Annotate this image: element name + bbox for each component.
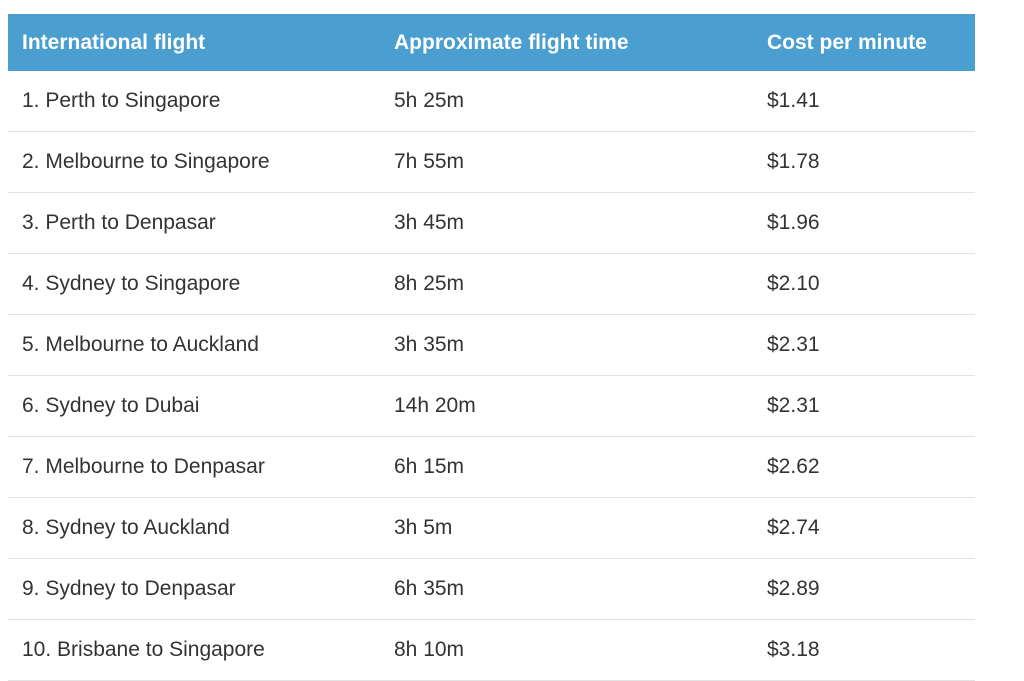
table-cell: 6. Sydney to Dubai [8,375,380,437]
header-cell: Cost per minute [753,14,975,71]
table-cell: 5. Melbourne to Auckland [8,314,380,376]
table-body: 1. Perth to Singapore 5h 25m $1.41 2. Melbo… [8,71,975,681]
header-cell: Approximate flight time [380,14,753,71]
table-cell: 3h 5m [380,497,753,559]
table-cell: 7. Melbourne to Denpasar [8,436,380,498]
table-cell: 6h 35m [380,558,753,620]
table-row: 5. Melbourne to Auckland 3h 35m $2.31 [8,314,975,376]
table-cell: 5h 25m [380,71,753,132]
table-cell: $1.96 [753,192,975,254]
table-cell: $2.62 [753,436,975,498]
table-cell: 4. Sydney to Singapore [8,253,380,315]
table-row: 6. Sydney to Dubai 14h 20m $2.31 [8,375,975,437]
table-row: 3. Perth to Denpasar 3h 45m $1.96 [8,192,975,254]
header-cell: International flight [8,14,380,71]
table-cell: $2.31 [753,375,975,437]
table-cell: 3. Perth to Denpasar [8,192,380,254]
table-cell: 8h 25m [380,253,753,315]
table-cell: 8h 10m [380,619,753,681]
table-cell: 14h 20m [380,375,753,437]
table-cell: $2.10 [753,253,975,315]
table-cell: $1.41 [753,71,975,132]
table-cell: 6h 15m [380,436,753,498]
table-cell: 2. Melbourne to Singapore [8,131,380,193]
table-cell: 3h 35m [380,314,753,376]
table-row: 4. Sydney to Singapore 8h 25m $2.10 [8,253,975,315]
table-cell: 7h 55m [380,131,753,193]
table-row: 2. Melbourne to Singapore 7h 55m $1.78 [8,131,975,193]
header-row: International flight Approximate flight t… [8,14,975,71]
table-cell: $2.74 [753,497,975,559]
table-cell: 10. Brisbane to Singapore [8,619,380,681]
table-row: 1. Perth to Singapore 5h 25m $1.41 [8,71,975,132]
flight-table: International flight Approximate flight t… [8,14,975,681]
table-row: 10. Brisbane to Singapore 8h 10m $3.18 [8,619,975,681]
table-cell: $2.89 [753,558,975,620]
table-cell: $2.31 [753,314,975,376]
table-cell: 3h 45m [380,192,753,254]
table-row: 8. Sydney to Auckland 3h 5m $2.74 [8,497,975,559]
table-cell: $1.78 [753,131,975,193]
table-cell: 9. Sydney to Denpasar [8,558,380,620]
table-row: 9. Sydney to Denpasar 6h 35m $2.89 [8,558,975,620]
table-cell: 8. Sydney to Auckland [8,497,380,559]
table-row: 7. Melbourne to Denpasar 6h 15m $2.62 [8,436,975,498]
table-cell: 1. Perth to Singapore [8,71,380,132]
table-cell: $3.18 [753,619,975,681]
